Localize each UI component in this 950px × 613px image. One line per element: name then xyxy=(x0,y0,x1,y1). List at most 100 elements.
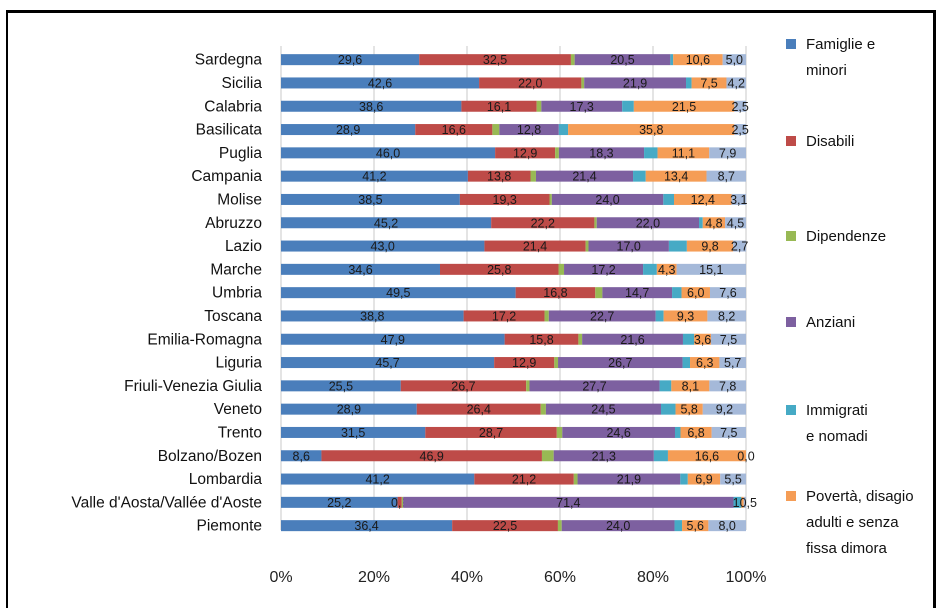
bar-segment xyxy=(694,333,711,345)
data-label: 5,5 xyxy=(724,473,741,487)
data-label: 28,9 xyxy=(336,123,360,137)
bar-segment xyxy=(674,426,681,438)
legend-label: e nomadi xyxy=(806,428,868,445)
bar-segment xyxy=(281,263,440,275)
data-label: 3,1 xyxy=(730,193,747,207)
bar-segment xyxy=(602,287,673,299)
category-label: Umbria xyxy=(212,285,262,302)
bar-segment xyxy=(657,147,710,159)
category-label: Veneto xyxy=(214,401,262,418)
bar-segment xyxy=(667,450,746,462)
bar-segment xyxy=(397,496,402,508)
bar-segment xyxy=(535,170,634,182)
data-label: 21,2 xyxy=(512,473,536,487)
category-label: Piemonte xyxy=(197,518,262,535)
data-label: 19,3 xyxy=(493,193,517,207)
legend-label: Povertà, disagio xyxy=(806,488,914,505)
bar-segment xyxy=(558,263,565,275)
data-label: 4,3 xyxy=(658,263,675,277)
data-label: 6,9 xyxy=(695,473,712,487)
bar-segment xyxy=(281,124,416,136)
data-label: 45,7 xyxy=(375,356,399,370)
legend-label: minori xyxy=(806,62,847,79)
bar-segment xyxy=(653,450,668,462)
data-label: 16,8 xyxy=(543,286,567,300)
bar-segment xyxy=(726,77,746,89)
legend-label: Anziani xyxy=(806,314,855,331)
bar-segment xyxy=(675,403,703,415)
bar-segment xyxy=(558,147,645,159)
legend-label: fissa dimora xyxy=(806,540,888,557)
legend-swatch xyxy=(786,405,796,415)
bar-segment xyxy=(492,124,500,136)
bar-segment xyxy=(671,380,710,392)
data-label: 24,0 xyxy=(606,519,630,533)
data-label: 46,9 xyxy=(420,449,444,463)
bar-segment xyxy=(577,473,681,485)
bar-segment xyxy=(731,193,746,205)
bar-segment xyxy=(663,310,708,322)
bar-segment xyxy=(682,520,709,532)
data-label: 20,5 xyxy=(610,53,634,67)
bar-segment xyxy=(594,217,597,229)
legend-swatch xyxy=(786,136,796,146)
bar-segment xyxy=(672,287,682,299)
data-label: 8,1 xyxy=(682,379,699,393)
data-label: 31,5 xyxy=(341,426,365,440)
bar-segment xyxy=(321,450,542,462)
bar-segment xyxy=(578,333,583,345)
data-label: 21,4 xyxy=(523,240,547,254)
bar-segment xyxy=(484,240,586,252)
bar-segment xyxy=(680,426,712,438)
bar-segment xyxy=(556,426,563,438)
x-tick-label: 80% xyxy=(637,569,669,586)
legend-label: Dipendenze xyxy=(806,228,886,245)
bar-segment xyxy=(588,240,669,252)
data-label: 18,3 xyxy=(589,146,613,160)
bar-segment xyxy=(743,496,746,508)
data-label: 25,5 xyxy=(329,379,353,393)
data-label: 8,0 xyxy=(718,519,735,533)
data-label: 7,6 xyxy=(719,286,736,300)
bar-segment xyxy=(722,54,746,66)
data-label: 10,5 xyxy=(733,496,757,510)
category-label: Sicilia xyxy=(222,75,263,92)
data-label: 11,1 xyxy=(672,146,695,160)
data-label: 46,0 xyxy=(376,146,400,160)
bar-segment xyxy=(555,147,559,159)
legend-swatch xyxy=(786,491,796,501)
bar-segment xyxy=(403,496,734,508)
data-label: 41,2 xyxy=(365,473,389,487)
bar-segment xyxy=(540,403,546,415)
data-label: 47,9 xyxy=(381,333,405,347)
bar-segment xyxy=(281,450,322,462)
data-label: 34,6 xyxy=(348,263,372,277)
bar-segment xyxy=(741,496,744,508)
bar-segment xyxy=(633,100,735,112)
bar-segment xyxy=(549,193,552,205)
data-label: 24,0 xyxy=(595,193,619,207)
bar-segment xyxy=(281,310,464,322)
data-label: 21,6 xyxy=(620,333,644,347)
data-label: 12,9 xyxy=(513,146,537,160)
bar-segment xyxy=(544,310,549,322)
data-label: 9,8 xyxy=(701,240,718,254)
data-label: 26,4 xyxy=(467,403,491,417)
data-label: 43,0 xyxy=(371,240,395,254)
bar-segment xyxy=(676,263,746,275)
data-label: 3,6 xyxy=(694,333,711,347)
bar-segment xyxy=(281,147,496,159)
data-label: 22,5 xyxy=(493,519,517,533)
bar-segment xyxy=(644,147,658,159)
legend-swatch xyxy=(786,39,796,49)
data-label: 4,2 xyxy=(728,76,745,90)
data-label: 2,5 xyxy=(731,100,748,114)
bar-segment xyxy=(281,100,462,112)
x-tick-label: 20% xyxy=(358,569,390,586)
bar-segment xyxy=(281,193,460,205)
bar-segment xyxy=(401,496,404,508)
bar-segment xyxy=(461,100,537,112)
bar-segment xyxy=(633,170,646,182)
bar-segment xyxy=(734,100,746,112)
bar-segment xyxy=(595,287,603,299)
